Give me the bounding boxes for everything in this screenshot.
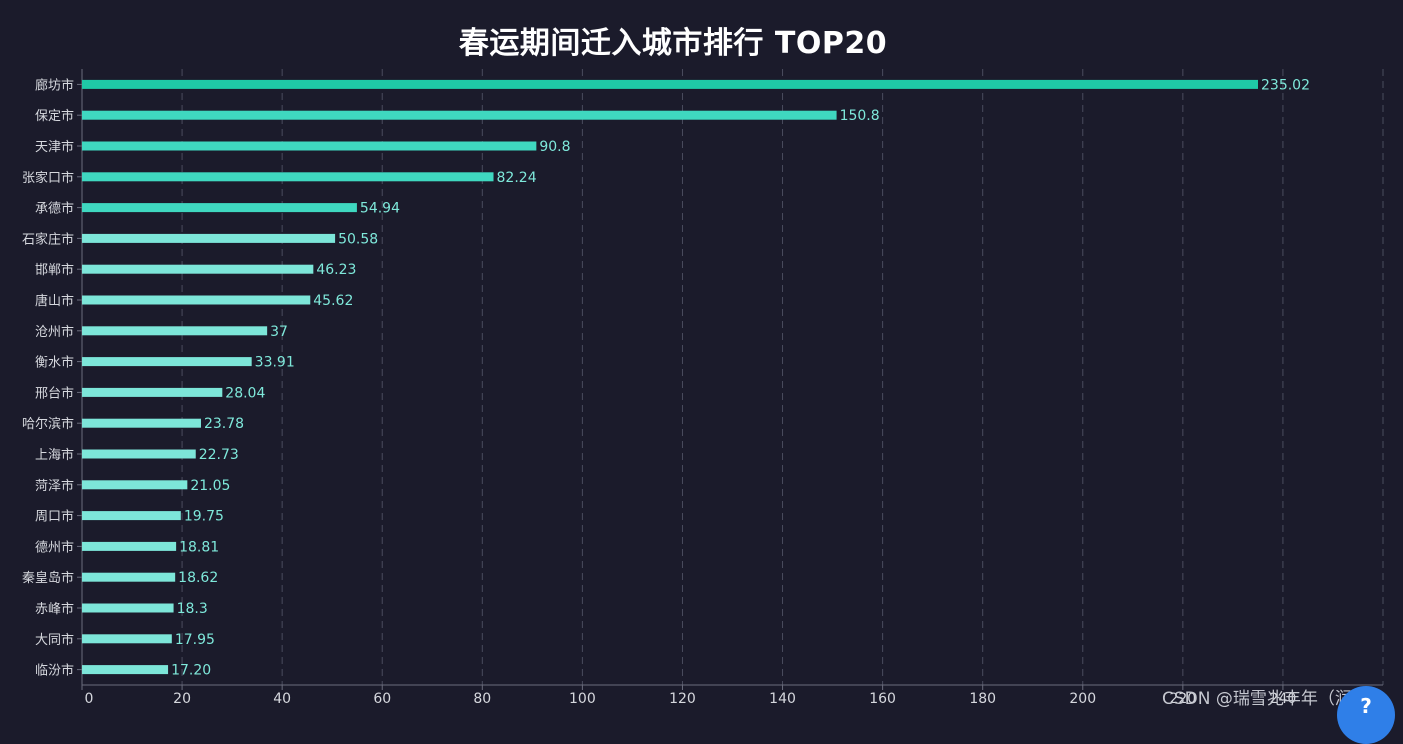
category-label: 张家口市 bbox=[22, 170, 74, 186]
category-label: 赤峰市 bbox=[35, 601, 74, 617]
value-label: 18.81 bbox=[179, 539, 219, 555]
x-tick-label: 20 bbox=[173, 691, 191, 707]
value-label: 17.20 bbox=[171, 663, 211, 679]
value-label: 45.62 bbox=[313, 293, 353, 309]
value-label: 50.58 bbox=[338, 231, 378, 247]
x-tick-label: 200 bbox=[1069, 691, 1096, 707]
category-label: 石家庄市 bbox=[22, 231, 74, 247]
category-label: 保定市 bbox=[35, 108, 74, 124]
value-label: 82.24 bbox=[497, 170, 537, 186]
value-label: 18.3 bbox=[177, 601, 208, 617]
x-tick-label: 160 bbox=[869, 691, 896, 707]
x-tick-label: 40 bbox=[273, 691, 291, 707]
value-label: 54.94 bbox=[360, 201, 400, 217]
bar bbox=[82, 172, 494, 182]
value-label: 17.95 bbox=[175, 632, 215, 648]
bar bbox=[82, 79, 1259, 89]
category-label: 天津市 bbox=[35, 139, 74, 155]
value-label: 19.75 bbox=[184, 509, 224, 525]
bar bbox=[82, 233, 336, 243]
category-label: 临汾市 bbox=[35, 663, 74, 679]
category-label: 上海市 bbox=[35, 447, 74, 463]
x-tick-label: 240 bbox=[1270, 691, 1297, 707]
bar bbox=[82, 141, 537, 151]
value-label: 28.04 bbox=[225, 385, 265, 401]
category-label: 廊坊市 bbox=[35, 77, 74, 93]
value-label: 21.05 bbox=[190, 478, 230, 494]
bar bbox=[82, 449, 196, 459]
help-badge-icon[interactable]: ? bbox=[1337, 686, 1395, 744]
watermark: CSDN @瑞雪兆丰年（润） bbox=[1162, 689, 1369, 709]
category-label: 大同市 bbox=[35, 632, 74, 648]
value-label: 37 bbox=[270, 324, 288, 340]
category-label: 邢台市 bbox=[35, 385, 74, 401]
value-label: 23.78 bbox=[204, 416, 244, 432]
bar bbox=[82, 357, 252, 367]
bar bbox=[82, 603, 174, 613]
category-label: 唐山市 bbox=[35, 293, 74, 309]
category-label: 德州市 bbox=[35, 539, 74, 555]
bar bbox=[82, 110, 837, 120]
bar bbox=[82, 295, 311, 305]
category-label: 沧州市 bbox=[35, 324, 74, 340]
category-label: 秦皇岛市 bbox=[22, 570, 74, 586]
bar bbox=[82, 480, 188, 490]
x-tick-label: 80 bbox=[473, 691, 491, 707]
category-label: 周口市 bbox=[35, 509, 74, 525]
category-label: 邯郸市 bbox=[35, 262, 74, 278]
value-label: 235.02 bbox=[1261, 77, 1310, 93]
value-label: 46.23 bbox=[316, 262, 356, 278]
x-tick-label: 120 bbox=[669, 691, 696, 707]
x-tick-label: 180 bbox=[969, 691, 996, 707]
bar bbox=[82, 387, 223, 397]
chart-title: 春运期间迁入城市排行 TOP20 bbox=[458, 26, 888, 61]
category-label: 菏泽市 bbox=[35, 478, 74, 494]
x-tick-label: 60 bbox=[373, 691, 391, 707]
bar bbox=[82, 418, 201, 428]
bar bbox=[82, 511, 181, 521]
bar bbox=[82, 541, 177, 551]
category-label: 衡水市 bbox=[35, 355, 74, 371]
value-label: 18.62 bbox=[178, 570, 218, 586]
bar bbox=[82, 203, 357, 213]
x-tick-label: 100 bbox=[569, 691, 596, 707]
value-label: 33.91 bbox=[255, 355, 295, 371]
bar-chart: 0 20 40 60 80 100 120 140 160 180 200 220 240 廊坊市 235.… bbox=[22, 69, 1384, 707]
value-label: 150.8 bbox=[840, 108, 880, 124]
x-tick-label: 140 bbox=[769, 691, 796, 707]
category-label: 哈尔滨市 bbox=[22, 416, 74, 432]
value-label: 90.8 bbox=[539, 139, 570, 155]
x-tick-label: 220 bbox=[1169, 691, 1196, 707]
bar bbox=[82, 264, 314, 274]
bar bbox=[82, 572, 176, 582]
x-tick-label: 0 bbox=[85, 691, 94, 707]
value-label: 22.73 bbox=[199, 447, 239, 463]
bar bbox=[82, 634, 172, 644]
bar bbox=[82, 665, 169, 675]
bar bbox=[82, 326, 268, 336]
category-label: 承德市 bbox=[35, 201, 74, 217]
